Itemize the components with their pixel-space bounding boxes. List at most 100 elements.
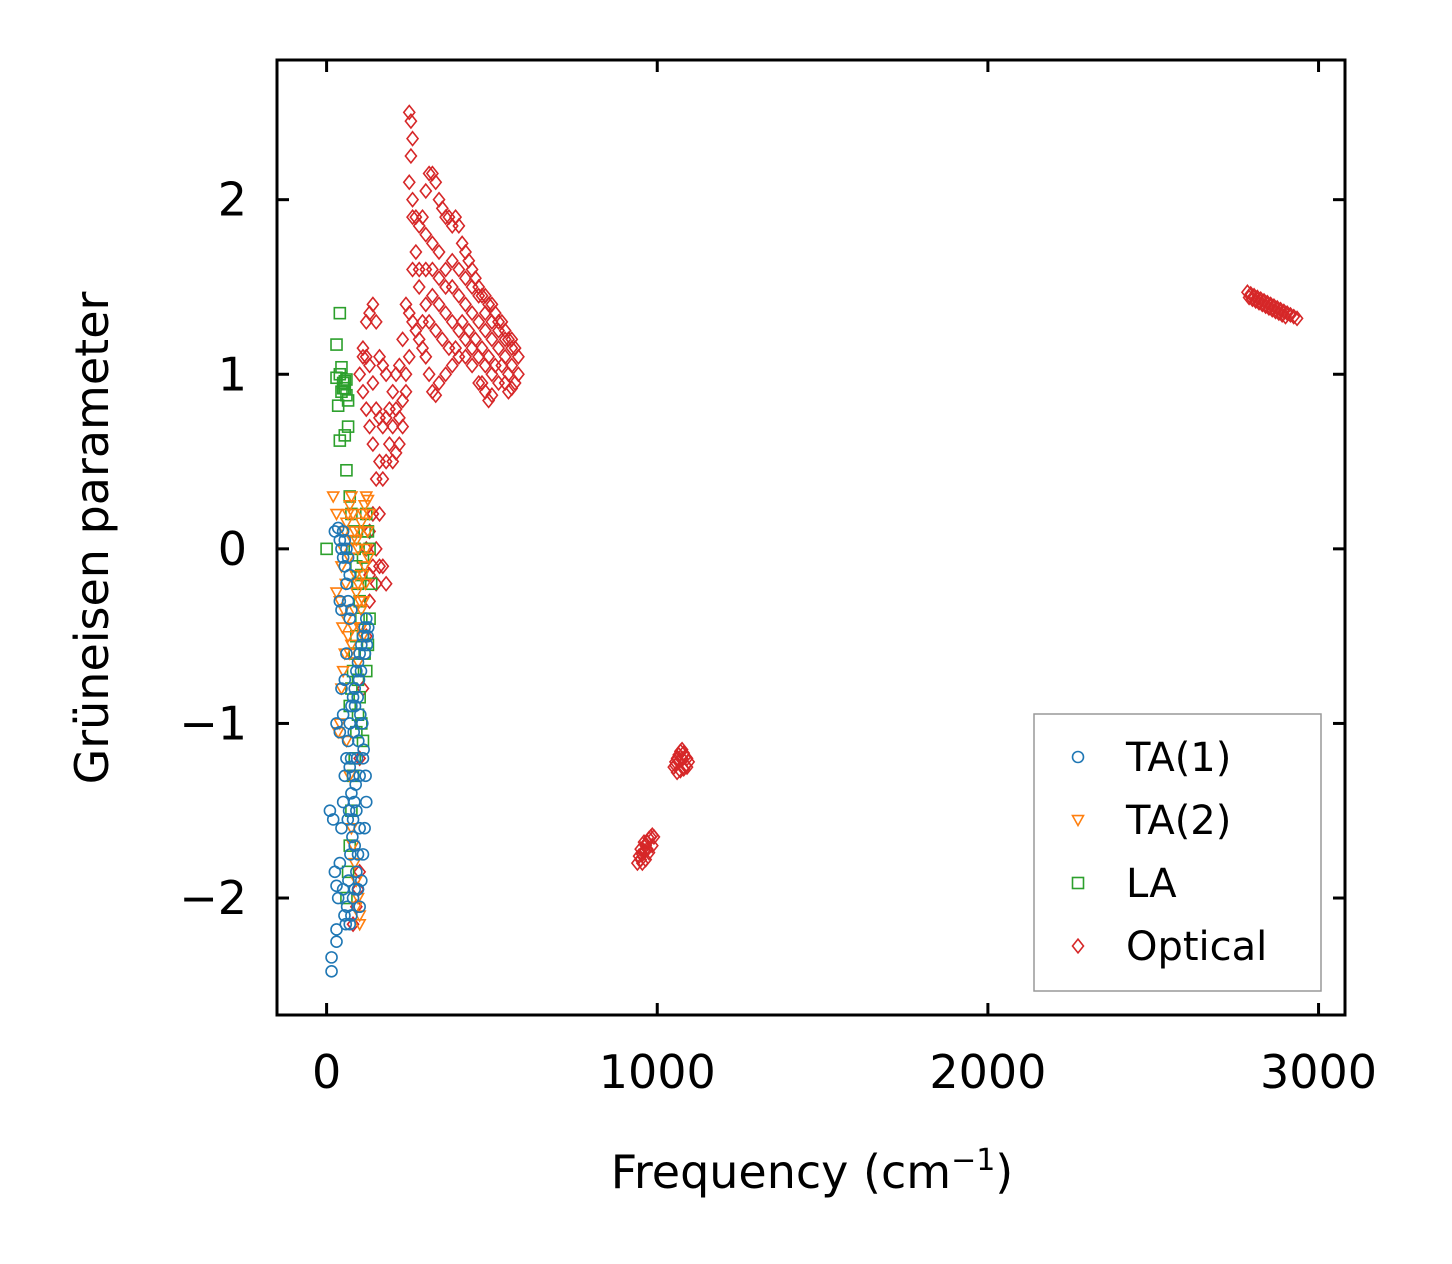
- data-point: [348, 569, 363, 583]
- data-point: [1262, 299, 1276, 317]
- data-point: [468, 331, 482, 348]
- data-point: [668, 757, 682, 774]
- plot-frame: [275, 58, 1347, 1017]
- data-point: [343, 612, 357, 625]
- data-point: [361, 552, 376, 565]
- data-point: [335, 542, 348, 556]
- data-point: [346, 891, 360, 905]
- data-point: [445, 313, 459, 331]
- data-point: [1249, 292, 1263, 310]
- data-point: [341, 594, 355, 608]
- data-point: [358, 821, 371, 835]
- data-point: [422, 366, 436, 383]
- data-point: [465, 278, 479, 296]
- x-tick-label: 0: [312, 1045, 341, 1099]
- data-point: [359, 543, 374, 556]
- data-point: [344, 491, 359, 504]
- data-point: [396, 392, 410, 409]
- data-point: [333, 306, 347, 320]
- data-point: [369, 575, 383, 592]
- data-point: [478, 322, 492, 339]
- data-point: [435, 331, 449, 348]
- data-point: [333, 594, 347, 608]
- data-point: [475, 287, 489, 304]
- data-point: [330, 338, 343, 351]
- data-point: [472, 313, 486, 331]
- data-point: [329, 587, 344, 600]
- data-point: [345, 699, 358, 713]
- data-point: [402, 104, 416, 121]
- data-point: [369, 401, 383, 418]
- data-point: [419, 182, 433, 200]
- data-point: [348, 699, 362, 713]
- data-point: [356, 734, 370, 748]
- x-tick-label: 3000: [1260, 1045, 1377, 1099]
- data-point: [340, 577, 353, 591]
- x-axis-ticks: 0 1000 2000 3000: [312, 60, 1377, 1099]
- data-point: [439, 304, 453, 322]
- data-point: [635, 854, 649, 872]
- data-point: [339, 735, 354, 749]
- data-point: [445, 357, 459, 374]
- data-point: [343, 760, 357, 774]
- data-point: [1265, 301, 1279, 318]
- data-point: [386, 383, 400, 400]
- data-point: [422, 165, 436, 182]
- data-point: [429, 174, 443, 191]
- data-point: [333, 856, 347, 870]
- data-point: [358, 647, 372, 660]
- data-point: [359, 313, 373, 331]
- data-point: [361, 494, 375, 508]
- data-point: [341, 630, 355, 644]
- data-point: [498, 331, 512, 348]
- data-point: [356, 752, 370, 765]
- data-point: [402, 348, 416, 365]
- data-point: [339, 517, 354, 530]
- data-point: [366, 374, 380, 392]
- data-point: [399, 296, 413, 313]
- data-point: [462, 322, 476, 339]
- data-point: [406, 130, 420, 147]
- data-point: [346, 769, 360, 783]
- data-point: [1290, 310, 1304, 327]
- data-point: [356, 339, 370, 357]
- data-point: [439, 278, 453, 296]
- data-point: [409, 243, 423, 261]
- data-point: [485, 313, 499, 331]
- data-point: [351, 848, 365, 861]
- data-point: [355, 874, 368, 887]
- data-point: [341, 551, 355, 564]
- data-point: [359, 795, 373, 809]
- y-tick-label: 2: [218, 173, 247, 227]
- data-point: [331, 399, 345, 412]
- data-point: [482, 348, 496, 365]
- data-point: [360, 526, 375, 539]
- data-point: [511, 348, 525, 365]
- data-point: [452, 287, 466, 304]
- data-point: [346, 690, 360, 704]
- data-point: [344, 752, 358, 765]
- data-point: [647, 828, 661, 846]
- legend-label: LA: [1126, 861, 1177, 907]
- data-point: [352, 919, 367, 932]
- y-axis-ticks: −2 −1 0 1 2: [179, 173, 1345, 925]
- legend-label: TA(2): [1125, 798, 1231, 844]
- data-point: [356, 717, 369, 730]
- data-point: [485, 331, 499, 348]
- data-point: [356, 383, 370, 400]
- data-point: [353, 647, 366, 660]
- data-point: [379, 575, 393, 592]
- data-point: [402, 174, 416, 191]
- data-point: [396, 331, 410, 348]
- data-point: [359, 401, 373, 418]
- series-ta-1: [323, 521, 375, 978]
- series-optical: [346, 104, 1304, 933]
- data-point: [340, 373, 353, 386]
- data-point: [356, 569, 370, 583]
- y-axis-label: Grüneisen parameter: [65, 291, 119, 784]
- data-point: [495, 357, 509, 374]
- data-point: [439, 208, 453, 226]
- data-point: [343, 917, 357, 931]
- legend-label: TA(1): [1125, 735, 1231, 781]
- data-point: [336, 381, 350, 395]
